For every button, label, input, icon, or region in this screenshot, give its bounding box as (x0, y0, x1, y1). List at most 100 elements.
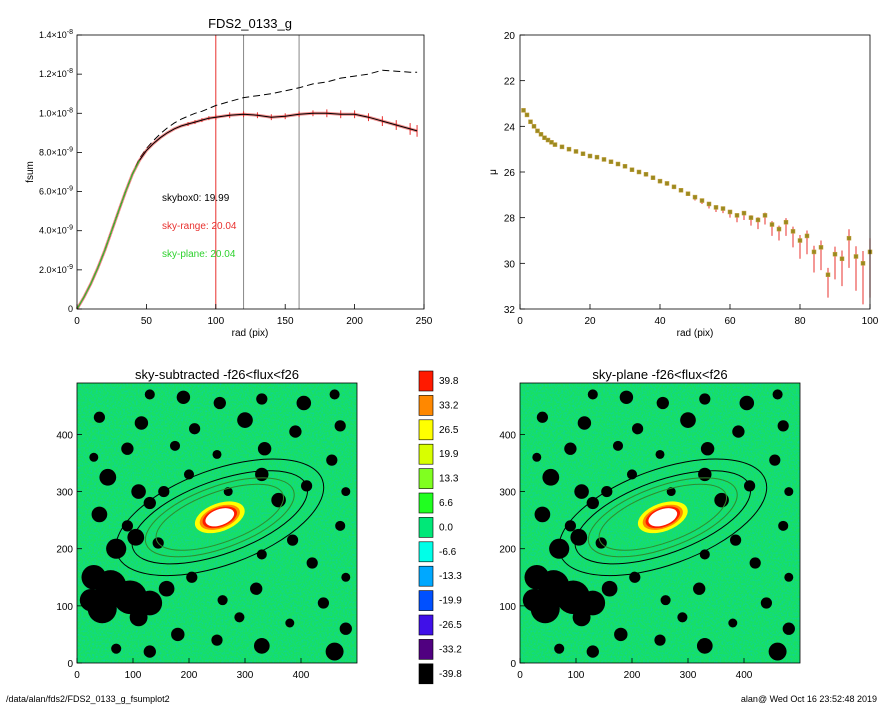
colorbar-label-0: 39.8 (439, 376, 459, 387)
star-mask (121, 442, 134, 455)
mu-y-tick-label: 30 (504, 259, 516, 270)
star-mask (121, 520, 133, 532)
star-mask (131, 484, 146, 499)
mu-point (566, 146, 572, 152)
colorbar-swatch-12 (418, 663, 434, 685)
mu-point (622, 164, 628, 169)
mu-point (587, 153, 593, 159)
fsum-x-tick-label: 150 (277, 316, 294, 327)
fsum-series (75, 69, 418, 310)
isophote-ellipse-1 (131, 470, 309, 565)
star-mask (760, 597, 773, 609)
colorbar-swatch-1 (418, 395, 434, 416)
star-mask (656, 396, 669, 410)
image-x-tick-label: 200 (624, 670, 641, 681)
star-mask (143, 645, 156, 658)
mu-point (615, 161, 621, 167)
star-mask (769, 454, 781, 466)
star-mask (536, 411, 549, 423)
mu-point (699, 198, 705, 203)
colorbar-label-10: -26.5 (439, 620, 462, 631)
fsum-y-tick-label: 1.2×10-8 (39, 68, 73, 79)
mu-point (521, 108, 526, 113)
star-mask (287, 534, 299, 546)
star-mask (572, 608, 591, 627)
star-mask (554, 643, 565, 654)
star-mask (655, 449, 665, 459)
galaxy-core-3 (205, 508, 235, 527)
star-mask (777, 420, 789, 432)
star-mask (784, 572, 794, 582)
mu-point (839, 256, 845, 262)
colorbar: 39.8 33.2 26.5 19.9 13.3 6.6 0.0 -6.6 -13.3 -19.9… (418, 370, 462, 685)
mu-x-tick-label: 100 (862, 316, 879, 327)
star-mask (234, 612, 245, 623)
fsum-plot-frame (76, 34, 425, 310)
mu-point (853, 254, 859, 259)
mu-y-ticks: 20 22 24 26 28 30 32 (504, 31, 525, 316)
star-mask (255, 467, 269, 482)
star-mask (749, 557, 761, 569)
star-mask (250, 582, 263, 595)
star-mask (654, 634, 666, 646)
sky-range-annotation: sky-range: 20.04 (162, 221, 237, 232)
star-mask (144, 389, 155, 400)
mu-point (608, 159, 614, 164)
mu-point (552, 142, 558, 147)
star-mask (306, 557, 318, 569)
isophote-ellipse-3 (155, 483, 285, 551)
isophote-ellipse-0 (558, 458, 768, 577)
sky-plane-annotation: sky-plane: 20.04 (162, 249, 236, 260)
fsum-profile-chart: FDS2_0133_g 0 50 100 150 200 250 0 2.0×10-9 4.0… (25, 16, 433, 339)
fsum-series-2 (76, 112, 418, 310)
mu-point (580, 151, 586, 156)
star-mask (728, 618, 738, 628)
fsum-y-ticks: 0 2.0×10-9 4.0×10-9 6.0×10-9 8.0×10-9 1.0×10-… (39, 29, 82, 314)
mu-y-tick-label: 24 (504, 122, 516, 133)
sky-subtracted-image: sky-subtracted -f26<flux<f26 0 100 200 300 4… (56, 367, 358, 681)
image-y-tick-label: 400 (56, 430, 73, 441)
skybox0-annotation: skybox0: 19.99 (162, 193, 230, 204)
isophote-ellipse-0 (115, 458, 325, 577)
colorbar-label-12: -39.8 (439, 669, 462, 680)
colorbar-label-1: 33.2 (439, 400, 459, 411)
mu-point (783, 219, 789, 225)
fsum-y-tick-label: 1.4×10-8 (39, 29, 73, 40)
mu-point (524, 112, 530, 118)
colorbar-label-11: -33.2 (439, 644, 462, 655)
mu-point (664, 181, 670, 186)
colorbar-swatch-3 (418, 443, 434, 465)
mu-point (650, 175, 656, 180)
image-y-tick-label: 400 (499, 430, 516, 441)
star-mask (660, 595, 671, 606)
star-mask (289, 425, 302, 438)
mu-point (713, 205, 719, 210)
mu-x-tick-label: 0 (517, 316, 523, 327)
mu-x-tick-label: 60 (724, 316, 736, 327)
star-mask (577, 416, 592, 430)
star-mask (601, 580, 618, 597)
mu-point (531, 124, 537, 129)
colorbar-label-4: 13.3 (439, 474, 459, 485)
mu-point (692, 194, 698, 200)
mu-y-tick-label: 32 (504, 305, 516, 316)
star-mask (586, 645, 599, 658)
fsum-x-ticks: 0 50 100 150 200 250 (74, 304, 433, 327)
mu-point (542, 135, 547, 140)
image-y-tick-label: 0 (67, 659, 73, 670)
image-x-tick-label: 400 (293, 670, 310, 681)
footer-timestamp: alan@ Wed Oct 16 23:52:48 2019 (740, 694, 877, 704)
colorbar-swatch-6 (418, 517, 434, 538)
star-mask (564, 520, 577, 532)
star-mask (696, 638, 713, 654)
image-x-tick-label: 300 (237, 670, 254, 681)
mu-x-tick-label: 40 (654, 316, 666, 327)
mu-point (538, 132, 544, 137)
colorbar-swatch-5 (418, 492, 434, 514)
star-mask (680, 412, 696, 428)
mu-point (685, 191, 691, 196)
mu-x-axis-label: rad (pix) (677, 328, 714, 339)
mu-x-ticks: 0 20 40 60 80 100 (517, 304, 879, 327)
colorbar-label-3: 19.9 (439, 449, 459, 460)
star-mask (129, 608, 148, 627)
